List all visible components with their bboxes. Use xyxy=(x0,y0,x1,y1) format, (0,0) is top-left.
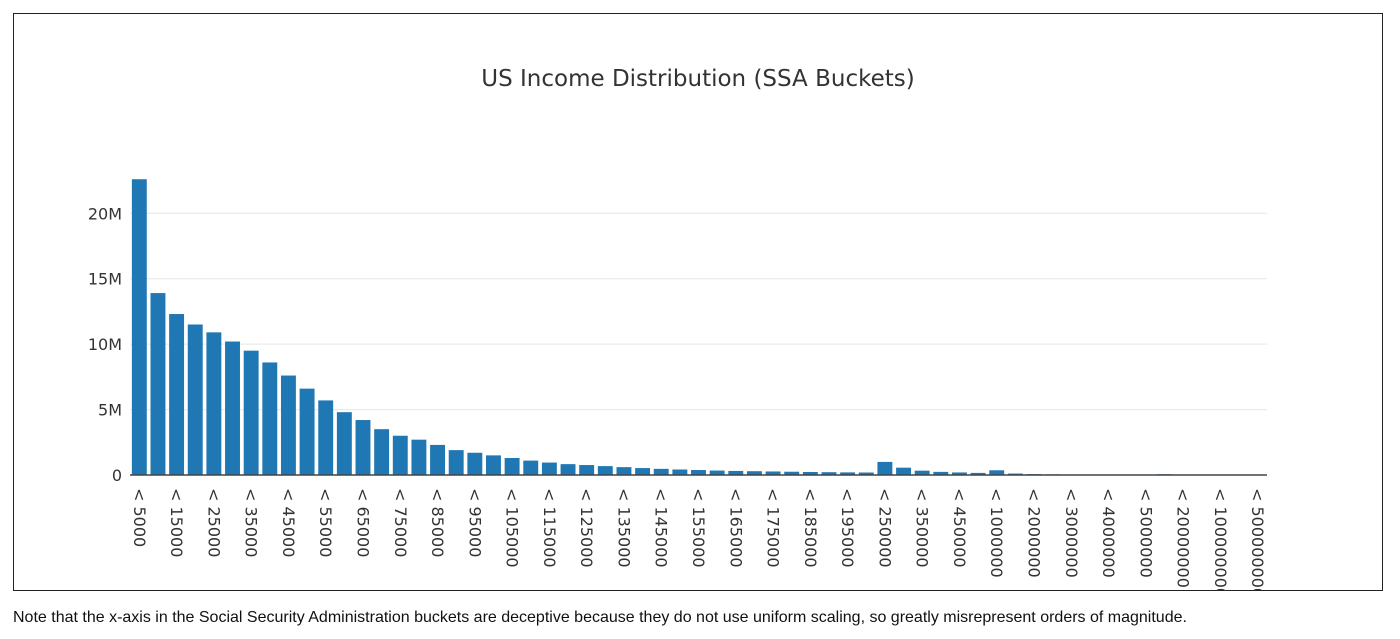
bar[interactable]: < 125000: 760000 xyxy=(579,465,595,475)
bar[interactable]: < 195000: 200000 xyxy=(840,472,856,475)
bar[interactable]: < 150000: 420000 xyxy=(672,469,688,475)
x-tick-label: < 1000000 xyxy=(987,488,1006,578)
bar[interactable]: < 95000: 1700000 xyxy=(467,452,483,475)
x-tick-label: < 3000000 xyxy=(1062,488,1081,578)
bar-chart: US Income Distribution (SSA Buckets) 0 5M… xyxy=(88,66,1267,590)
bar[interactable]: < 135000: 600000 xyxy=(616,467,632,475)
y-axis: 0 5M 10M 15M 20M xyxy=(88,204,122,485)
x-tick-label: < 450000 xyxy=(950,488,969,568)
bar[interactable]: < 170000: 290000 xyxy=(746,471,762,475)
bar[interactable]: < 45000: 7600000 xyxy=(280,375,296,475)
x-tick-label: < 250000 xyxy=(875,488,894,568)
bar[interactable]: < 145000: 470000 xyxy=(653,468,669,475)
x-tick-label: < 50000000000000 xyxy=(1248,488,1267,590)
bar[interactable]: < 250000: 1000000 xyxy=(877,461,893,475)
bar[interactable]: < 200000: 190000 xyxy=(858,472,874,475)
x-tick-label: < 35000 xyxy=(242,488,261,557)
bar[interactable]: < 130000: 680000 xyxy=(597,466,613,475)
x-tick-label: < 45000 xyxy=(279,488,298,557)
chart-caption: Note that the x-axis in the Social Secur… xyxy=(13,609,1187,626)
bar[interactable]: < 75000: 3000000 xyxy=(392,435,408,475)
x-tick-label: < 2000000 xyxy=(1025,488,1044,578)
bar[interactable]: < 65000: 4200000 xyxy=(355,420,371,475)
bar[interactable]: < 25000: 10900000 xyxy=(206,332,222,475)
y-tick-label: 0 xyxy=(112,466,122,485)
bar[interactable]: < 80000: 2700000 xyxy=(411,439,427,475)
x-tick-label: < 350000 xyxy=(913,488,932,568)
gridlines xyxy=(130,212,1267,411)
x-tick-label: < 100000000 xyxy=(1211,488,1230,590)
bar[interactable]: < 20000: 11500000 xyxy=(187,324,203,476)
bar[interactable]: < 155000: 380000 xyxy=(691,470,706,475)
x-tick-label: < 25000 xyxy=(204,488,223,557)
bar[interactable]: < 180000: 250000 xyxy=(784,471,800,475)
x-tick-label: < 115000 xyxy=(540,488,559,568)
x-tick-label: < 195000 xyxy=(838,488,857,568)
x-tick-label: < 4000000 xyxy=(1099,488,1118,578)
x-tick-label: < 125000 xyxy=(577,488,596,568)
x-tick-label: < 145000 xyxy=(652,488,671,568)
bar[interactable]: < 115000: 950000 xyxy=(541,462,557,475)
bar[interactable]: < 175000: 270000 xyxy=(765,471,781,475)
x-tick-label: < 5000 xyxy=(130,488,149,547)
x-tick-label: < 75000 xyxy=(391,488,410,557)
x-tick-label: < 20000000 xyxy=(1174,488,1193,588)
bar[interactable]: < 50000: 6600000 xyxy=(299,388,315,475)
bar[interactable]: < 165000: 310000 xyxy=(728,470,744,475)
bars: < 5000: 22600000< 10000: 13900000< 15000… xyxy=(131,179,1266,476)
x-axis: < 5000 < 15000 < 25000 < 35000 < 45000 < 5500… xyxy=(130,488,1267,590)
bar[interactable]: < 90000: 1900000 xyxy=(448,450,464,475)
bar[interactable]: < 190000: 215000 xyxy=(821,472,837,475)
bar[interactable]: < 35000: 9500000 xyxy=(243,350,259,475)
bar[interactable]: < 40000: 8600000 xyxy=(262,362,278,475)
x-tick-label: < 65000 xyxy=(353,488,372,557)
chart-title: US Income Distribution (SSA Buckets) xyxy=(481,66,914,92)
x-tick-label: < 105000 xyxy=(503,488,522,568)
x-tick-label: < 15000 xyxy=(167,488,186,557)
bar[interactable]: < 160000: 340000 xyxy=(709,470,725,475)
bar[interactable]: < 1000000: 360000 xyxy=(989,470,1005,475)
bar[interactable]: < 10000: 13900000 xyxy=(150,293,166,475)
bar[interactable]: < 185000: 230000 xyxy=(802,471,818,475)
x-tick-label: < 155000 xyxy=(689,488,708,568)
bar[interactable]: < 100000: 1500000 xyxy=(486,455,501,475)
bar[interactable]: < 120000: 830000 xyxy=(560,464,576,475)
bar[interactable]: < 500000: 160000 xyxy=(970,472,986,475)
x-tick-label: < 185000 xyxy=(801,488,820,568)
y-tick-label: 10M xyxy=(88,335,122,354)
bar[interactable]: < 300000: 560000 xyxy=(896,467,911,475)
y-tick-label: 20M xyxy=(88,204,122,223)
bar[interactable]: < 30000: 10200000 xyxy=(225,341,240,475)
bar[interactable]: < 140000: 530000 xyxy=(635,468,651,475)
x-tick-label: < 85000 xyxy=(428,488,447,557)
bar[interactable]: < 55000: 5700000 xyxy=(318,400,334,475)
bar[interactable]: < 400000: 240000 xyxy=(933,471,949,475)
bar[interactable]: < 105000: 1300000 xyxy=(504,457,520,475)
bar[interactable]: < 110000: 1100000 xyxy=(523,460,539,475)
y-tick-label: 5M xyxy=(98,401,122,420)
x-tick-label: < 55000 xyxy=(316,488,335,557)
x-tick-label: < 175000 xyxy=(764,488,783,568)
bar[interactable]: < 350000: 330000 xyxy=(914,470,930,475)
bar[interactable]: < 60000: 4800000 xyxy=(336,412,352,475)
chart-frame: US Income Distribution (SSA Buckets) 0 5M… xyxy=(13,13,1383,591)
bar[interactable]: < 15000: 12300000 xyxy=(169,314,185,475)
x-tick-label: < 95000 xyxy=(465,488,484,557)
x-tick-label: < 5000000 xyxy=(1136,488,1155,578)
bar[interactable]: < 450000: 195000 xyxy=(951,472,967,475)
x-tick-label: < 135000 xyxy=(614,488,633,568)
bar[interactable]: < 5000: 22600000 xyxy=(131,179,147,475)
y-tick-label: 15M xyxy=(88,270,122,289)
bar[interactable]: < 70000: 3500000 xyxy=(374,429,390,475)
bar[interactable]: < 85000: 2300000 xyxy=(430,444,446,475)
x-tick-label: < 165000 xyxy=(726,488,745,568)
